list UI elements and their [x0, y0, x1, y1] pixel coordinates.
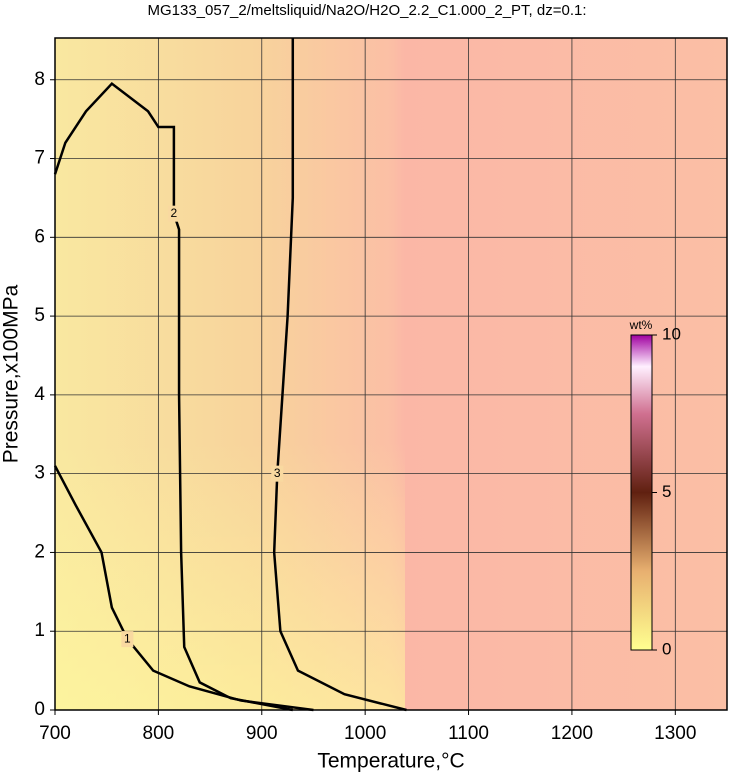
x-tick-label: 700: [39, 723, 71, 744]
plot-frame: [54, 37, 728, 711]
y-tick-label: 4: [34, 384, 45, 405]
colorbar-tick-label: 5: [662, 482, 671, 501]
y-tick-label: 3: [34, 463, 45, 484]
colorbar-tick-label: 10: [662, 324, 681, 343]
chart-title: MG133_057_2/meltsliquid/Na2O/H2O_2.2_C1.…: [147, 2, 586, 19]
y-tick-label: 1: [34, 620, 45, 641]
x-tick-label: 900: [246, 723, 278, 744]
contour-label-bg: [271, 465, 284, 482]
colorbar: [630, 334, 653, 651]
contour-label: 2: [171, 206, 178, 220]
y-tick-label: 5: [34, 305, 45, 326]
x-axis-label: Temperature,°C: [317, 750, 464, 773]
x-tick-label: 1100: [448, 723, 489, 744]
colorbar-tick-label: 0: [662, 639, 671, 658]
colorbar-title: wt%: [629, 318, 653, 332]
y-tick-label: 8: [34, 69, 45, 90]
x-tick-label: 1300: [654, 723, 696, 744]
contour-line: [272, 38, 407, 712]
contour-label: 3: [274, 466, 281, 480]
contour-label-bg: [167, 205, 180, 222]
plot-shade: [55, 38, 405, 710]
y-tick-label: 6: [34, 226, 45, 247]
contour-label-bg: [121, 631, 134, 648]
contour-label: 1: [124, 631, 131, 645]
x-tick-label: 800: [143, 723, 175, 744]
x-tick-label: 1000: [344, 723, 386, 744]
x-tick-label: 1200: [551, 723, 593, 744]
y-tick-label: 0: [34, 699, 45, 720]
y-tick-label: 7: [34, 148, 45, 169]
y-tick-label: 2: [34, 541, 45, 562]
y-axis-label: Pressure,x100MPa: [0, 284, 23, 463]
